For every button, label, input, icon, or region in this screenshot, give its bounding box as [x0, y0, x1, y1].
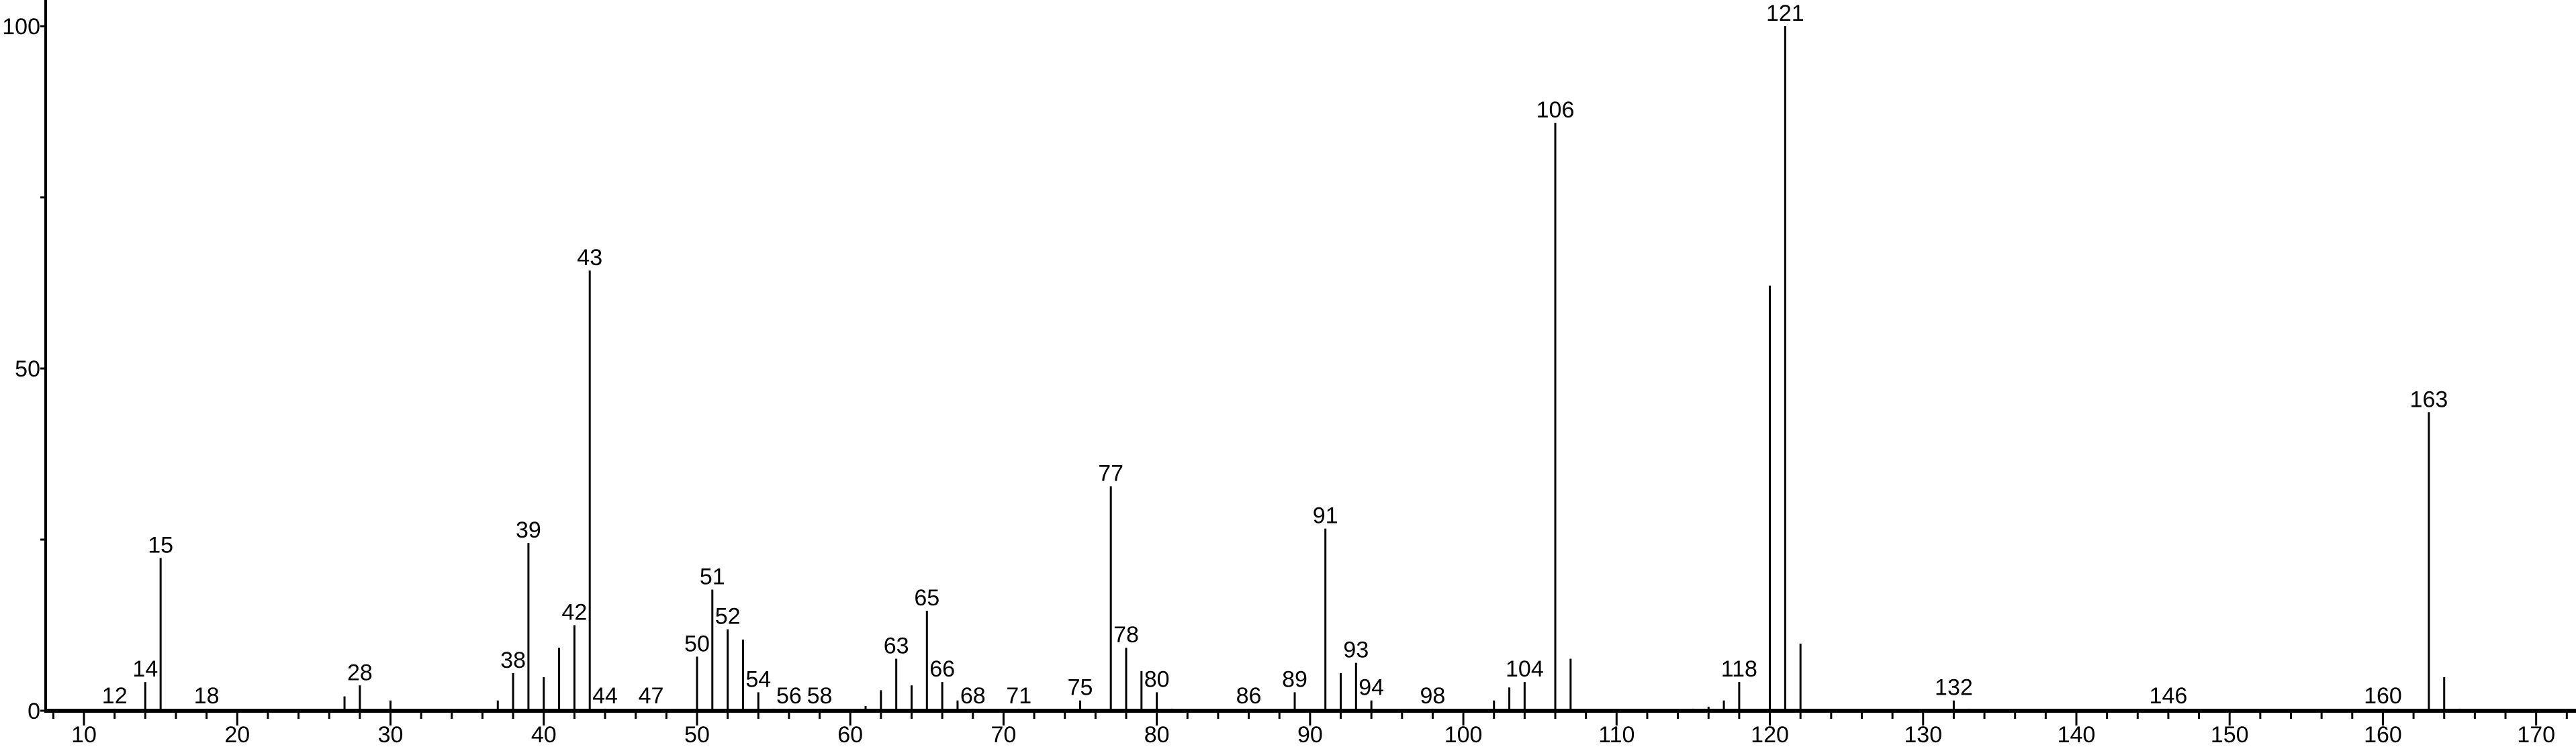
peak-label-18: 18 [194, 683, 220, 709]
peak-label-63: 63 [884, 633, 909, 658]
peak-label-160: 160 [2364, 683, 2402, 709]
peak-label-15: 15 [148, 533, 173, 558]
y-tick-label: 100 [2, 14, 40, 40]
x-tick-label: 20 [224, 722, 250, 748]
peak-label-50: 50 [684, 631, 710, 656]
peak-label-52: 52 [715, 604, 741, 630]
peak-label-28: 28 [347, 660, 373, 685]
peak-label-93: 93 [1343, 638, 1369, 663]
peak-label-58: 58 [807, 683, 833, 709]
peaks [113, 26, 2461, 711]
x-tick-label: 30 [378, 722, 404, 748]
peak-label-91: 91 [1313, 503, 1338, 529]
peak-label-51: 51 [700, 564, 725, 589]
peak-label-56: 56 [776, 683, 802, 709]
x-tick-label: 10 [71, 722, 97, 748]
peak-label-43: 43 [577, 245, 602, 270]
peak-label-77: 77 [1098, 460, 1123, 486]
peak-label-132: 132 [1935, 675, 1973, 701]
x-tick-label: 100 [1444, 722, 1483, 748]
x-tick-label: 130 [1904, 722, 1942, 748]
peak-label-12: 12 [102, 683, 128, 709]
x-tick-label: 80 [1144, 722, 1170, 748]
peak-label-146: 146 [2150, 683, 2188, 709]
x-tick-label: 40 [531, 722, 557, 748]
x-tick-label: 60 [837, 722, 863, 748]
peak-label-121: 121 [1766, 1, 1804, 26]
peak-label-44: 44 [592, 683, 618, 709]
peak-label-42: 42 [561, 600, 587, 626]
x-tick-label: 90 [1297, 722, 1323, 748]
peak-label-89: 89 [1282, 666, 1307, 692]
peak-label-75: 75 [1068, 675, 1093, 701]
y-tick-label: 50 [15, 356, 40, 382]
x-tick-label: 120 [1751, 722, 1789, 748]
x-tick-label: 160 [2364, 722, 2402, 748]
x-tick-label: 50 [684, 722, 710, 748]
peak-label-14: 14 [132, 656, 158, 682]
peak-label-118: 118 [1721, 656, 1757, 682]
x-tick-label: 150 [2211, 722, 2249, 748]
peak-label-94: 94 [1359, 675, 1384, 701]
peak-label-66: 66 [929, 656, 955, 682]
peak-label-54: 54 [745, 666, 771, 692]
peak-label-80: 80 [1144, 666, 1170, 692]
peak-label-68: 68 [960, 683, 986, 709]
y-tick-label: 0 [28, 699, 40, 724]
x-tick-label: 110 [1598, 722, 1635, 748]
peak-label-98: 98 [1420, 683, 1446, 709]
peak-label-86: 86 [1236, 683, 1262, 709]
peak-label-47: 47 [639, 683, 664, 709]
peak-label-163: 163 [2410, 387, 2448, 412]
x-tick-label: 70 [991, 722, 1016, 748]
x-tick-label: 170 [2517, 722, 2555, 748]
peak-label-39: 39 [516, 517, 541, 543]
peak-label-78: 78 [1113, 622, 1139, 648]
peak-label-38: 38 [500, 648, 526, 673]
peak-label-104: 104 [1506, 656, 1544, 682]
peak-label-106: 106 [1536, 97, 1575, 123]
peak-label-71: 71 [1006, 683, 1031, 709]
x-tick-label: 140 [2058, 722, 2096, 748]
peak-label-65: 65 [914, 585, 939, 611]
